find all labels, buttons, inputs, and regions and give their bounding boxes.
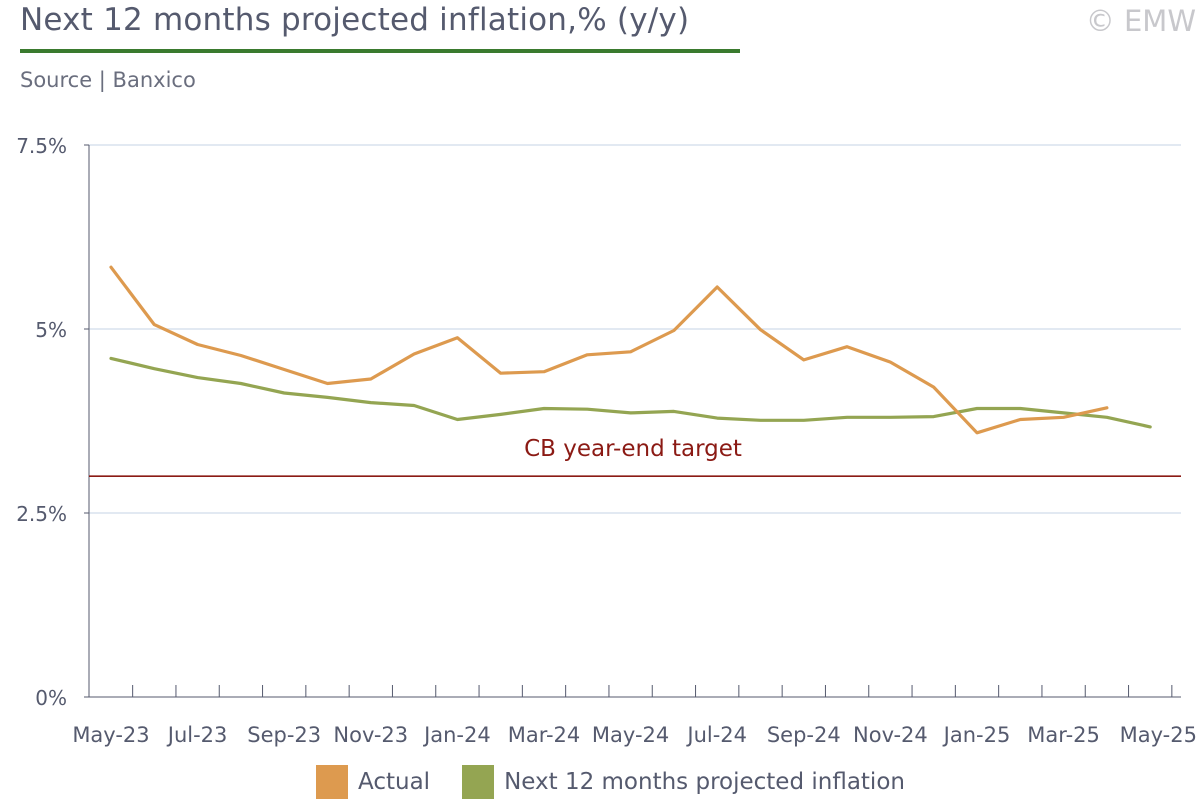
- legend-label-actual: Actual: [358, 769, 431, 795]
- title-underline: [20, 49, 740, 53]
- target-line-label: CB year-end target: [524, 436, 742, 462]
- series-lines: [109, 265, 1152, 435]
- y-tick-label: 2.5%: [16, 502, 67, 526]
- x-tick-label: Jan-24: [422, 723, 491, 747]
- chart-title: Next 12 months projected inflation,% (y/…: [20, 2, 690, 38]
- legend-item-projected: Next 12 months projected inflation: [462, 765, 905, 799]
- x-tick-label: Jul-24: [685, 723, 747, 747]
- chart-legend: Actual Next 12 months projected inflatio…: [316, 764, 937, 800]
- x-tick-label: Nov-24: [853, 723, 928, 747]
- series-line-actual: [109, 265, 1109, 435]
- x-tick-label: May-24: [592, 723, 669, 747]
- y-tick-label: 5%: [35, 318, 67, 342]
- x-tick-label: Mar-24: [508, 723, 581, 747]
- x-tick-label: Jan-25: [942, 723, 1011, 747]
- copyright-watermark: © EMW: [1085, 4, 1196, 38]
- series-line-projected: [109, 356, 1152, 429]
- x-tick-label: Mar-25: [1027, 723, 1100, 747]
- chart-source: Source | Banxico: [20, 68, 196, 92]
- x-tick-label: May-23: [72, 723, 149, 747]
- x-tick-label: Sep-23: [247, 723, 321, 747]
- legend-swatch-actual: [316, 765, 348, 799]
- x-tick-label: May-25: [1120, 723, 1197, 747]
- tick-labels: 0% 2.5% 5% 7.5% May-23 Jul-23 Sep-23 Nov-23 Jan-…: [16, 134, 1197, 747]
- grid-lines: [89, 144, 1181, 514]
- y-tick-label: 0%: [35, 686, 67, 710]
- legend-label-projected: Next 12 months projected inflation: [504, 769, 905, 795]
- legend-item-actual: Actual: [316, 765, 430, 799]
- x-tick-label: Sep-24: [767, 723, 841, 747]
- y-tick-label: 7.5%: [16, 134, 67, 158]
- x-tick-label: Nov-23: [333, 723, 408, 747]
- line-chart: CB year-end target 0% 2.5% 5% 7.5% May-23 Jul…: [16, 134, 1197, 747]
- target-line-group: CB year-end target: [89, 436, 1181, 478]
- legend-swatch-projected: [462, 765, 495, 799]
- axes: [84, 144, 1181, 698]
- x-tick-label: Jul-23: [166, 723, 228, 747]
